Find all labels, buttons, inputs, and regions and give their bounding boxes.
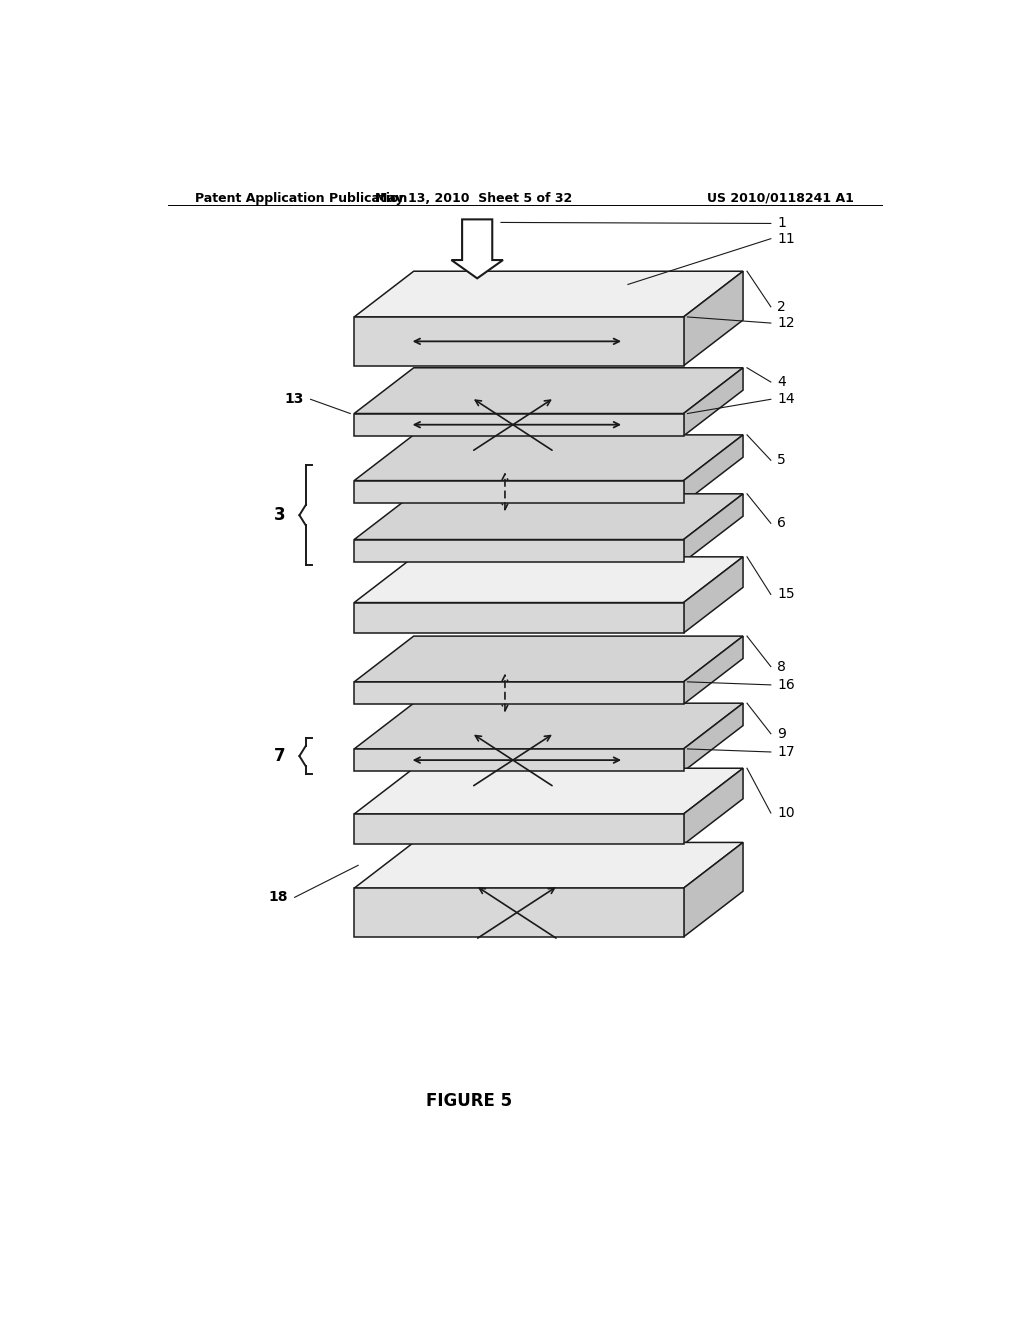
Polygon shape [354,317,684,366]
Text: May 13, 2010  Sheet 5 of 32: May 13, 2010 Sheet 5 of 32 [375,191,571,205]
Polygon shape [684,271,743,366]
Polygon shape [354,682,684,704]
Polygon shape [354,636,743,682]
Polygon shape [354,768,743,814]
Polygon shape [684,768,743,845]
Text: 9: 9 [777,727,786,741]
Text: 18: 18 [269,890,289,904]
Text: 2: 2 [777,300,785,314]
Polygon shape [354,602,684,634]
Polygon shape [354,494,743,540]
Text: 8: 8 [777,660,786,673]
Polygon shape [354,413,684,436]
Text: 4: 4 [777,375,785,389]
Text: 16: 16 [777,678,795,692]
Polygon shape [684,434,743,503]
Polygon shape [354,480,684,503]
Text: 17: 17 [777,744,795,759]
Text: 14: 14 [777,392,795,407]
Text: 1: 1 [777,216,786,231]
Text: FIGURE 5: FIGURE 5 [426,1092,512,1110]
Polygon shape [354,842,743,888]
Text: 6: 6 [777,516,786,531]
Polygon shape [354,434,743,480]
Text: 11: 11 [777,232,795,246]
Text: Patent Application Publication: Patent Application Publication [196,191,408,205]
Polygon shape [354,368,743,413]
Text: 10: 10 [777,807,795,820]
Polygon shape [354,704,743,748]
Text: 7: 7 [273,747,285,766]
Polygon shape [684,494,743,562]
Text: 3: 3 [273,506,285,524]
Polygon shape [354,271,743,317]
Polygon shape [684,636,743,704]
FancyArrow shape [452,219,503,279]
Polygon shape [684,557,743,634]
Text: 12: 12 [777,315,795,330]
Text: 15: 15 [777,587,795,602]
Polygon shape [684,368,743,436]
Polygon shape [354,748,684,771]
Polygon shape [354,540,684,562]
Polygon shape [354,814,684,845]
Polygon shape [684,842,743,937]
Polygon shape [684,704,743,771]
Text: US 2010/0118241 A1: US 2010/0118241 A1 [708,191,854,205]
Polygon shape [354,557,743,602]
Text: 13: 13 [285,392,304,407]
Polygon shape [354,888,684,937]
Text: 5: 5 [777,453,785,467]
